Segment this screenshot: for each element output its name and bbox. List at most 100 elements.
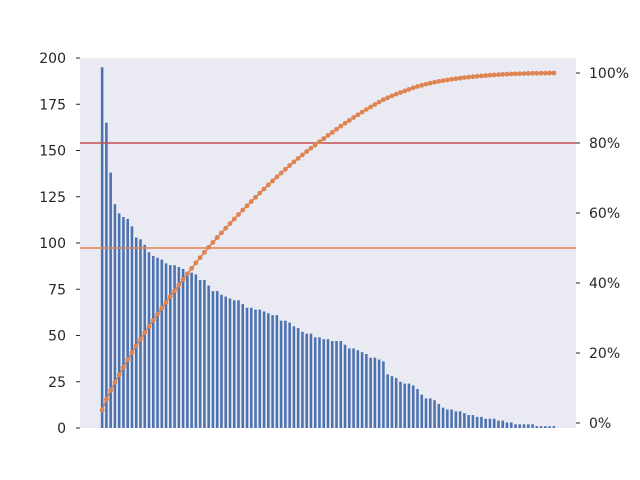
- bar: [220, 294, 223, 428]
- cumulative-point: [248, 199, 254, 204]
- bar: [360, 352, 364, 428]
- cumulative-point: [483, 73, 489, 78]
- cumulative-point: [338, 123, 344, 129]
- bar: [105, 122, 108, 428]
- bar: [190, 272, 193, 428]
- cumulative-point: [355, 112, 361, 118]
- cumulative-point: [381, 97, 386, 103]
- bar: [450, 409, 453, 428]
- bar: [420, 394, 424, 428]
- cumulative-point: [376, 99, 382, 105]
- cumulative-point: [346, 118, 352, 123]
- bar: [348, 348, 351, 428]
- cumulative-point: [189, 265, 195, 271]
- cumulative-point: [180, 277, 186, 282]
- bar: [437, 403, 441, 428]
- cumulative-point: [474, 73, 480, 79]
- cumulative-point: [219, 230, 224, 236]
- bar: [296, 328, 300, 428]
- bar: [211, 291, 215, 428]
- bar: [147, 252, 151, 428]
- y-tick-label: 75: [48, 282, 66, 298]
- bar: [186, 272, 189, 428]
- y-tick-label: 125: [39, 190, 66, 206]
- y-tick-label: 150: [39, 144, 66, 160]
- cumulative-point: [202, 249, 207, 255]
- cumulative-point: [125, 357, 131, 363]
- bar: [467, 415, 470, 428]
- bar: [215, 291, 219, 428]
- bar: [151, 255, 155, 428]
- cumulative-point: [436, 78, 442, 84]
- bar: [514, 424, 517, 428]
- bar: [382, 361, 385, 428]
- cumulative-point: [342, 120, 348, 126]
- cumulative-point: [312, 142, 318, 148]
- bar: [224, 296, 227, 428]
- cumulative-point: [300, 152, 305, 158]
- cumulative-point: [304, 149, 310, 154]
- bar: [386, 374, 389, 428]
- y-tick-label: 175: [39, 97, 66, 113]
- cumulative-point: [534, 70, 540, 76]
- bar: [139, 239, 142, 428]
- cumulative-point: [521, 71, 527, 76]
- cumulative-point: [270, 178, 275, 184]
- cumulative-point: [410, 85, 416, 91]
- bar: [458, 411, 462, 428]
- y2-tick-label: 20%: [589, 346, 620, 362]
- cumulative-point: [172, 288, 177, 294]
- bar: [480, 416, 483, 428]
- bar: [454, 411, 458, 428]
- cumulative-point: [419, 82, 425, 88]
- cumulative-point: [517, 71, 523, 77]
- cumulative-point: [449, 76, 454, 82]
- bar: [177, 267, 181, 428]
- bar: [407, 383, 411, 428]
- cumulative-point: [334, 126, 339, 132]
- bar: [113, 204, 117, 428]
- cumulative-point: [108, 387, 114, 393]
- bar: [241, 304, 245, 428]
- y2-tick-label: 60%: [589, 206, 620, 222]
- cumulative-point: [261, 186, 267, 192]
- bar: [156, 257, 159, 428]
- bar: [505, 422, 509, 428]
- cumulative-point: [368, 104, 374, 110]
- bar: [194, 274, 198, 428]
- bar: [305, 333, 308, 428]
- bar: [501, 420, 505, 428]
- cumulative-point: [240, 207, 246, 213]
- bar: [535, 426, 539, 428]
- bar: [109, 172, 112, 428]
- cumulative-point: [525, 71, 531, 76]
- bar: [352, 348, 355, 428]
- bar: [463, 413, 466, 428]
- bar: [518, 424, 522, 428]
- cumulative-point: [513, 71, 518, 77]
- cumulative-point: [129, 350, 135, 355]
- bar: [254, 309, 257, 428]
- cumulative-point: [389, 93, 395, 99]
- cumulative-point: [265, 182, 271, 188]
- bar: [237, 300, 240, 428]
- bar: [250, 307, 253, 428]
- bar: [284, 320, 287, 428]
- cumulative-point: [491, 72, 497, 78]
- cumulative-point: [487, 72, 493, 78]
- bar: [326, 339, 330, 428]
- cumulative-point: [363, 107, 369, 112]
- bar: [318, 337, 321, 428]
- cumulative-point: [444, 77, 450, 83]
- bar: [292, 326, 296, 428]
- cumulative-point: [504, 71, 510, 77]
- bar: [377, 359, 381, 428]
- cumulative-point: [359, 109, 365, 115]
- cumulative-point: [146, 323, 152, 329]
- bar: [373, 357, 377, 428]
- cumulative-point: [99, 407, 105, 413]
- bar: [343, 344, 347, 428]
- bar: [356, 350, 360, 428]
- cumulative-point: [244, 203, 250, 209]
- bar: [484, 418, 487, 428]
